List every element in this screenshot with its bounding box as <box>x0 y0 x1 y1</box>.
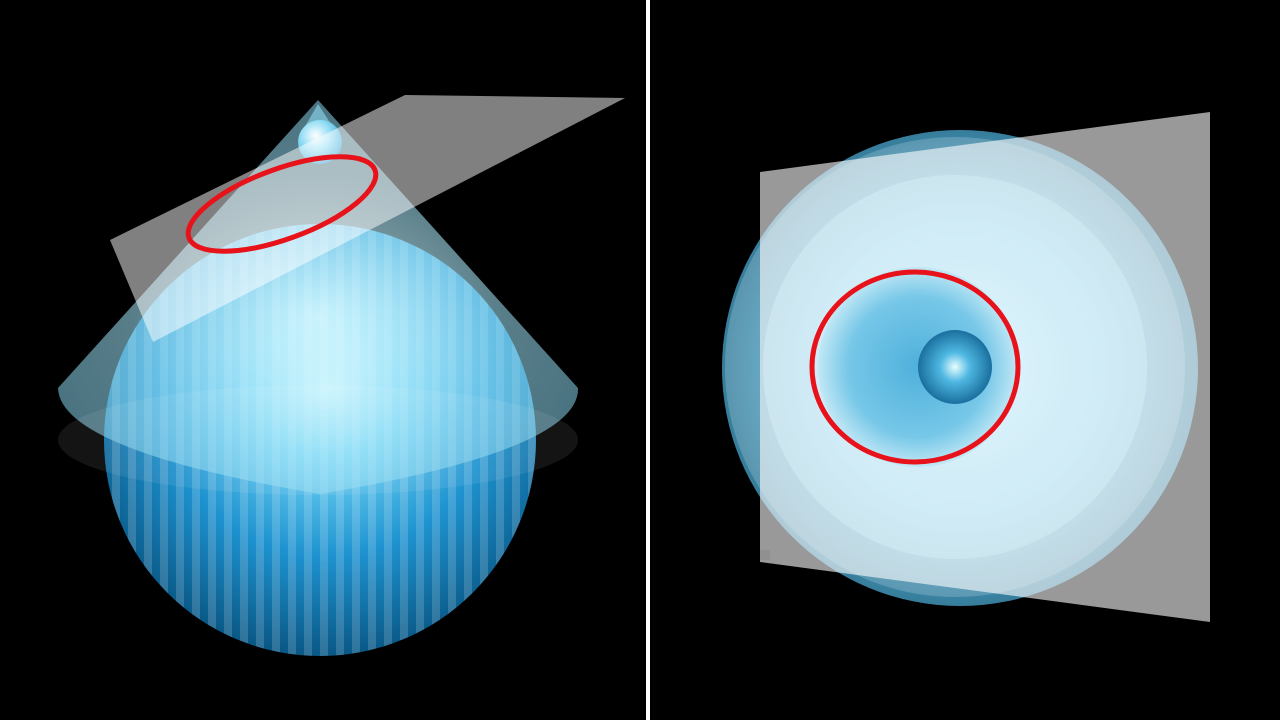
side-view-panel <box>58 95 625 656</box>
side-view-scene <box>58 95 625 656</box>
apex-knob <box>918 330 992 404</box>
intersection-curve <box>809 269 1021 465</box>
top-view-panel <box>650 0 1280 720</box>
intersection-curve <box>185 154 379 254</box>
top-view-scene <box>722 112 1210 622</box>
cone <box>58 100 579 495</box>
panel-divider <box>646 0 650 720</box>
cutting-plane <box>110 95 625 342</box>
